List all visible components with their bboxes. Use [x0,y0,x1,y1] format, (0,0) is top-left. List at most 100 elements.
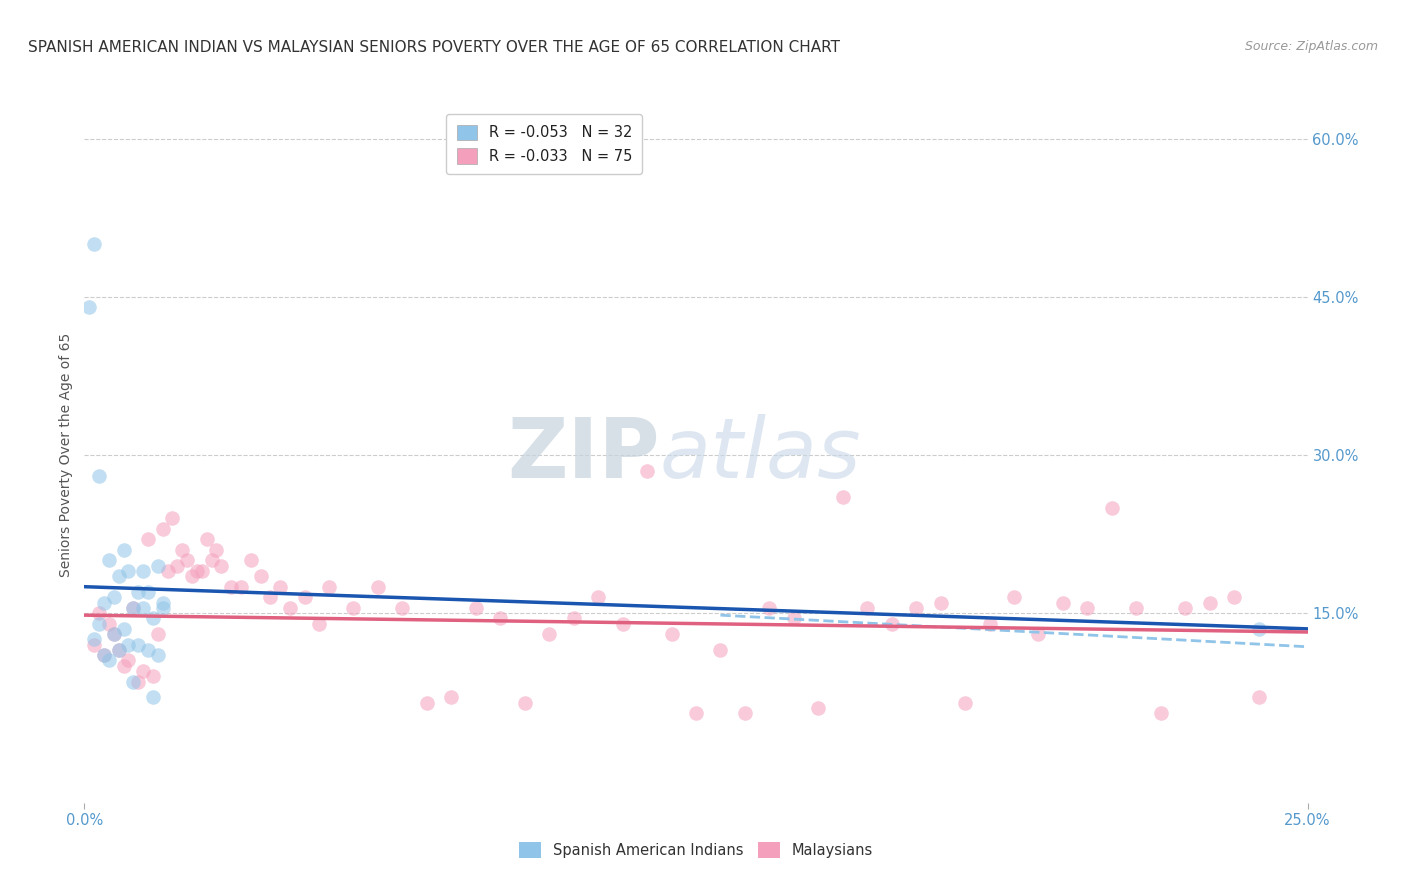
Point [856,600,879,615]
Point [83,632,105,647]
Text: SPANISH AMERICAN INDIAN VS MALAYSIAN SENIORS POVERTY OVER THE AGE OF 65 CORRELAT: SPANISH AMERICAN INDIAN VS MALAYSIAN SEN… [28,40,841,55]
Point [93,648,115,663]
Point [953,696,976,710]
Point [122,600,145,615]
Point [195,533,218,547]
Point [1174,600,1197,615]
Point [1223,591,1246,605]
Point [152,600,174,615]
Point [612,616,634,631]
Point [136,585,159,599]
Point [132,600,155,615]
Point [127,674,149,689]
Y-axis label: Seniors Poverty Over the Age of 65: Seniors Poverty Over the Age of 65 [59,333,73,577]
Point [636,464,658,478]
Point [205,542,228,557]
Point [117,638,139,652]
Point [142,690,165,705]
Point [929,595,952,609]
Point [308,616,330,631]
Point [1198,595,1220,609]
Point [122,600,145,615]
Point [146,648,169,663]
Point [112,622,135,636]
Point [107,643,129,657]
Point [122,674,145,689]
Point [489,611,512,625]
Point [513,696,536,710]
Point [1076,600,1098,615]
Point [239,553,262,567]
Point [93,595,115,609]
Point [77,301,100,315]
Point [87,616,110,631]
Point [93,648,115,663]
Point [136,533,159,547]
Point [1101,500,1123,515]
Point [191,564,214,578]
Point [249,569,271,583]
Point [132,564,155,578]
Point [661,627,683,641]
Text: Source: ZipAtlas.com: Source: ZipAtlas.com [1244,40,1378,54]
Text: ZIP: ZIP [506,415,659,495]
Point [783,611,806,625]
Point [136,643,159,657]
Point [107,643,129,657]
Point [142,611,165,625]
Point [1002,591,1025,605]
Point [1052,595,1074,609]
Point [318,580,340,594]
Point [127,638,149,652]
Point [209,558,232,573]
Point [176,553,198,567]
Point [979,616,1001,631]
Point [807,701,830,715]
Point [391,600,413,615]
Point [538,627,561,641]
Point [586,591,609,605]
Point [103,627,125,641]
Point [440,690,463,705]
Point [97,653,120,667]
Point [1028,627,1050,641]
Point [162,511,184,525]
Point [219,580,242,594]
Point [269,580,291,594]
Point [685,706,707,721]
Point [186,564,208,578]
Point [152,595,174,609]
Point [152,522,174,536]
Point [107,569,129,583]
Point [103,627,125,641]
Point [87,469,110,483]
Point [259,591,281,605]
Text: atlas: atlas [659,415,860,495]
Point [1150,706,1173,721]
Point [127,585,149,599]
Point [112,542,135,557]
Point [172,542,194,557]
Point [142,669,165,683]
Point [464,600,486,615]
Point [880,616,903,631]
Point [416,696,439,710]
Point [97,553,120,567]
Point [342,600,364,615]
Point [117,653,139,667]
Point [83,237,105,252]
Point [1247,622,1270,636]
Point [709,643,731,657]
Point [97,616,120,631]
Point [146,558,169,573]
Point [278,600,301,615]
Point [83,638,105,652]
Point [103,591,125,605]
Point [734,706,756,721]
Point [200,553,222,567]
Point [562,611,585,625]
Point [87,606,110,620]
Point [229,580,252,594]
Point [132,664,155,678]
Point [166,558,188,573]
